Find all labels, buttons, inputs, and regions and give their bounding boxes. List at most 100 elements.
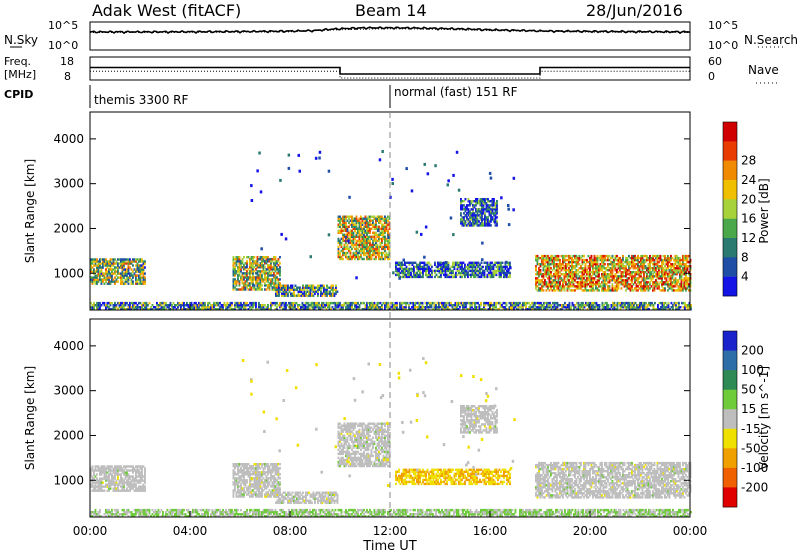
heatmap-cell xyxy=(214,301,217,305)
heatmap-cell xyxy=(624,301,626,305)
heatmap-cell xyxy=(541,275,543,278)
heatmap-cell xyxy=(388,233,391,237)
heatmap-cell xyxy=(629,279,632,282)
y-tick-label: 4000 xyxy=(53,132,84,146)
heatmap-cell xyxy=(112,258,115,261)
heatmap-cell xyxy=(235,282,238,285)
heatmap-cell xyxy=(468,308,470,311)
heatmap-cell xyxy=(369,304,371,307)
heatmap-cell xyxy=(491,261,493,265)
heatmap-cell xyxy=(306,301,308,305)
heatmap-cell xyxy=(556,271,558,274)
heatmap-cell xyxy=(611,254,614,258)
heatmap-cell xyxy=(127,272,130,275)
heatmap-cell xyxy=(674,260,677,264)
heatmap-cell xyxy=(259,304,262,307)
heatmap-cell xyxy=(375,225,377,229)
heatmap-cell xyxy=(267,306,269,309)
heatmap-cell xyxy=(381,231,383,235)
heatmap-cell xyxy=(535,281,537,284)
heatmap-cell xyxy=(656,287,659,290)
heatmap-cell xyxy=(505,260,508,264)
heatmap-cell xyxy=(138,301,140,305)
heatmap-cell xyxy=(363,245,365,249)
heatmap-cell xyxy=(270,260,272,263)
heatmap-cell xyxy=(549,301,551,305)
heatmap-cell xyxy=(578,267,581,270)
heatmap-cell xyxy=(616,285,618,288)
heatmap-cell xyxy=(99,471,101,474)
heatmap-cell xyxy=(539,287,542,290)
heatmap-cell xyxy=(100,485,103,488)
heatmap-cell xyxy=(326,292,328,295)
heatmap-cell xyxy=(120,276,122,279)
heatmap-cell xyxy=(339,241,341,245)
heatmap-cell xyxy=(447,308,449,311)
heatmap-cell xyxy=(241,280,244,283)
heatmap-cell xyxy=(586,304,589,307)
heatmap-cell xyxy=(655,285,657,288)
heatmap-cell xyxy=(590,277,593,280)
heatmap-cell xyxy=(487,216,489,219)
heatmap-cell xyxy=(536,254,539,258)
heatmap-cell xyxy=(464,220,467,223)
heatmap-cell xyxy=(425,263,427,267)
heatmap-cell xyxy=(265,276,268,279)
heatmap-cell xyxy=(662,260,665,264)
heatmap-cell xyxy=(207,301,209,305)
heatmap-cell xyxy=(604,254,606,258)
heatmap-cell xyxy=(637,267,639,270)
heatmap-cell xyxy=(96,308,98,311)
heatmap-cell xyxy=(324,294,327,297)
heatmap-cell xyxy=(437,265,439,269)
heatmap-cell xyxy=(355,253,358,257)
heatmap-cell xyxy=(312,304,314,307)
heatmap-cell xyxy=(141,264,143,267)
heatmap-cell xyxy=(262,266,265,269)
heatmap-cell xyxy=(102,301,104,305)
heatmap-cell xyxy=(412,301,415,305)
heatmap-cell xyxy=(664,254,666,258)
heatmap-cell xyxy=(340,223,343,226)
heatmap-cell xyxy=(577,277,579,280)
heatmap-cell xyxy=(580,265,582,268)
heatmap-cell xyxy=(482,271,484,275)
heatmap-cell xyxy=(473,220,476,223)
heatmap-cell xyxy=(493,202,495,205)
heatmap-cell xyxy=(112,268,115,271)
heatmap-cell xyxy=(674,254,677,258)
heatmap-cell xyxy=(602,279,605,282)
heatmap-cell xyxy=(165,304,167,307)
heatmap-cell xyxy=(640,271,642,274)
heatmap-cell xyxy=(358,233,361,237)
heatmap-cell xyxy=(571,267,573,270)
heatmap-cell xyxy=(96,266,98,269)
heatmap-cell xyxy=(563,267,566,270)
heatmap-cell xyxy=(244,284,247,287)
heatmap-cell xyxy=(100,479,103,482)
heatmap-cell xyxy=(310,304,313,307)
heatmap-cell xyxy=(680,277,683,280)
heatmap-cell xyxy=(370,219,373,222)
heatmap-cell xyxy=(91,465,94,468)
heatmap-cell xyxy=(642,306,644,309)
heatmap-cell xyxy=(655,281,657,284)
heatmap-cell xyxy=(656,275,659,278)
heatmap-cell xyxy=(536,281,539,284)
heatmap-cell xyxy=(308,286,310,289)
heatmap-cell xyxy=(593,267,596,270)
heatmap-cell xyxy=(686,256,689,260)
heatmap-cell xyxy=(342,229,344,233)
heatmap-cell xyxy=(438,304,440,307)
heatmap-cell xyxy=(94,465,97,468)
heatmap-cell xyxy=(634,279,636,282)
heatmap-cell xyxy=(461,206,464,209)
heatmap-cell xyxy=(461,222,464,225)
heatmap-cell xyxy=(640,301,643,305)
colorbar-swatch xyxy=(723,180,737,200)
heatmap-cell xyxy=(379,215,382,218)
heatmap-cell xyxy=(554,279,557,282)
heatmap-cell xyxy=(581,258,584,262)
heatmap-cell xyxy=(250,272,253,275)
heatmap-cell xyxy=(135,260,137,263)
